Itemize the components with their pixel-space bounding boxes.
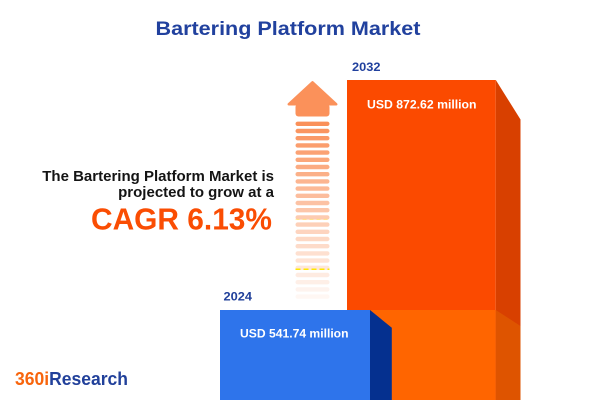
- svg-text:360iResearch: 360iResearch: [15, 369, 128, 389]
- svg-text:USD 541.74 million: USD 541.74 million: [240, 327, 349, 341]
- svg-text:2024: 2024: [224, 290, 253, 304]
- svg-text:2032: 2032: [352, 60, 381, 74]
- svg-text:projected to grow at a: projected to grow at a: [118, 184, 275, 201]
- svg-text:CAGR 6.13%: CAGR 6.13%: [91, 202, 272, 237]
- svg-text:The Bartering Platform Market: The Bartering Platform Market is: [42, 168, 274, 185]
- svg-text:USD 872.62 million: USD 872.62 million: [367, 98, 477, 112]
- svg-text:Bartering Platform Market: Bartering Platform Market: [156, 19, 422, 40]
